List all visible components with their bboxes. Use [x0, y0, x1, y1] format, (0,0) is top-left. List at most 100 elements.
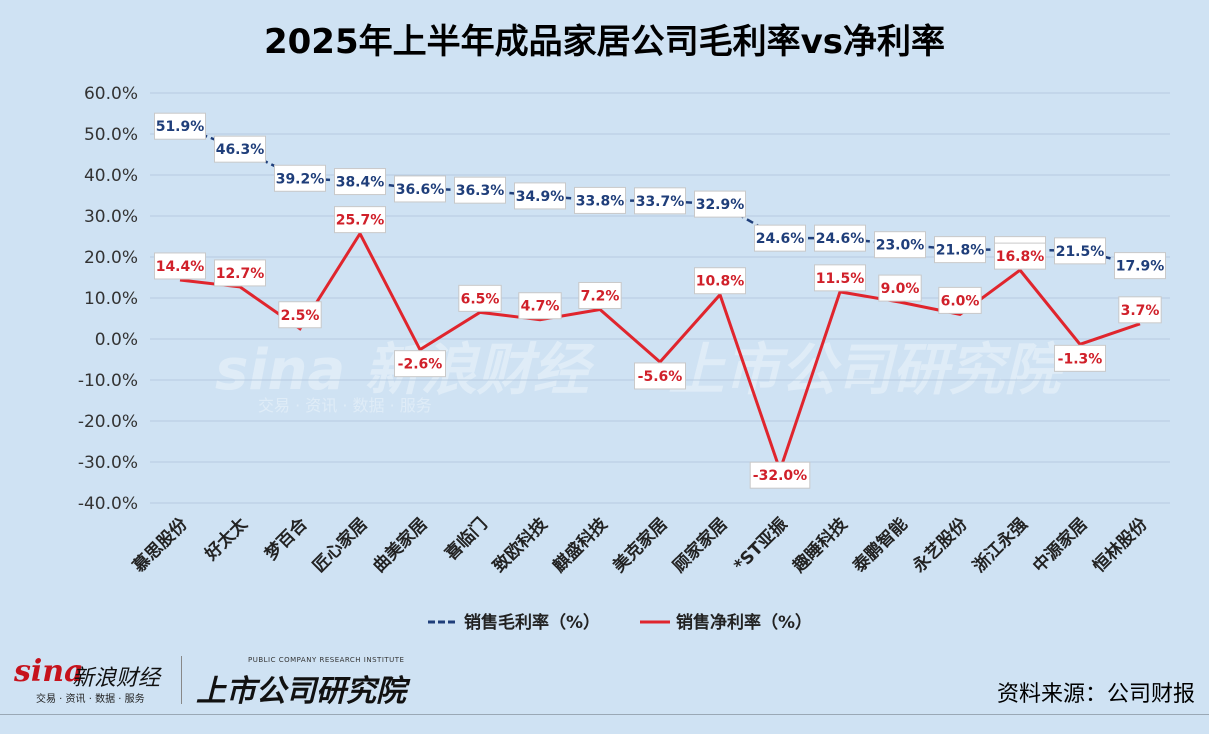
institute-logo-en: PUBLIC COMPANY RESEARCH INSTITUTE — [248, 656, 405, 664]
x-tick-label: 致欧科技 — [489, 513, 553, 577]
gross-margin-label: 17.9% — [1116, 259, 1165, 275]
y-tick-label: 30.0% — [84, 207, 138, 227]
net-margin-label: 2.5% — [281, 308, 320, 324]
net-margin-label-box — [214, 259, 266, 287]
net-margin-label-box — [814, 264, 866, 292]
y-tick-label: 10.0% — [84, 289, 138, 309]
gross-margin-label: 33.8% — [576, 193, 625, 209]
net-margin-label-box — [694, 267, 746, 295]
gross-margin-label-box — [274, 164, 326, 192]
sina-logo: sina — [14, 654, 84, 689]
gross-margin-label: 21.8% — [936, 243, 985, 259]
net-margin-label-box — [749, 461, 811, 489]
x-tick-label: 匠心家居 — [309, 514, 372, 577]
gross-margin-label-box — [1114, 252, 1166, 280]
net-margin-label: 6.0% — [941, 293, 980, 309]
sina-logo-name: 新浪财经 — [72, 666, 161, 691]
gross-margin-label: 24.6% — [816, 231, 865, 247]
x-tick-label: 好太太 — [200, 513, 252, 565]
y-tick-label: 40.0% — [84, 166, 138, 186]
gross-margin-label-box — [814, 224, 866, 252]
net-margin-label-box — [334, 206, 386, 234]
net-margin-label: 7.2% — [581, 288, 620, 304]
net-margin-label: -32.0% — [753, 468, 807, 484]
gross-margin-label: 36.6% — [396, 182, 445, 198]
y-tick-label: -10.0% — [78, 371, 138, 391]
gross-margin-label: 33.7% — [636, 194, 685, 210]
x-tick-label: 永艺股份 — [908, 513, 972, 577]
gross-margin-label: 36.3% — [456, 183, 505, 199]
net-margin-label-box — [518, 292, 562, 320]
net-margin-label: 12.7% — [216, 266, 265, 282]
x-tick-label: 泰鹏智能 — [849, 514, 912, 577]
x-tick-label: 梦百合 — [261, 513, 313, 565]
net-margin-label-box — [1118, 296, 1162, 324]
x-tick-label: 中源家居 — [1029, 514, 1092, 577]
net-margin-label: -5.6% — [638, 369, 683, 385]
net-margin-label-box — [394, 350, 446, 378]
chart-title: 2025年上半年成品家居公司毛利率vs净利率 — [263, 22, 946, 62]
net-margin-label: -2.6% — [398, 357, 443, 373]
x-tick-label: *ST亚振 — [729, 514, 791, 576]
gross-margin-label: 39.2% — [276, 171, 325, 187]
net-margin-label-box — [1054, 344, 1106, 372]
net-margin-label-box — [878, 274, 922, 302]
net-margin-label: 9.0% — [881, 281, 920, 297]
net-margin-label: 4.7% — [521, 299, 560, 315]
gross-margin-label-box — [334, 168, 386, 196]
y-tick-label: 20.0% — [84, 248, 138, 268]
x-tick-label: 恒林股份 — [1089, 513, 1153, 577]
x-tick-label: 顾家家居 — [669, 514, 732, 577]
gross-margin-label-box — [154, 112, 206, 140]
x-tick-label: 喜临门 — [441, 514, 492, 565]
gross-margin-label-box — [574, 186, 626, 214]
legend-label: 销售净利率（%） — [676, 612, 812, 633]
net-margin-label: 11.5% — [816, 271, 865, 287]
net-margin-label: -1.3% — [1058, 351, 1103, 367]
x-tick-label: 曲美家居 — [369, 514, 432, 577]
net-margin-label-box — [938, 286, 982, 314]
net-margin-label: 25.7% — [336, 213, 385, 229]
gross-margin-label-box — [934, 236, 986, 264]
x-tick-label: 麒盛科技 — [549, 513, 613, 577]
gross-margin-label-box — [514, 182, 566, 210]
gross-margin-label-box — [214, 135, 266, 163]
source-note: 资料来源：公司财报 — [996, 682, 1195, 707]
gross-margin-label-box — [874, 231, 926, 259]
bottom-divider — [0, 714, 1209, 715]
legend-label: 销售毛利率（%） — [464, 612, 600, 633]
net-margin-label-box — [458, 284, 502, 312]
institute-logo: 上市公司研究院 — [196, 674, 406, 709]
net-margin-label: 10.8% — [696, 274, 745, 290]
net-margin-label: 3.7% — [1121, 303, 1160, 319]
gross-margin-label-box — [634, 187, 686, 215]
logo-divider — [181, 656, 182, 704]
x-tick-label: 趣睡科技 — [788, 513, 852, 577]
net-margin-label: 14.4% — [156, 259, 205, 275]
gross-margin-label-box — [694, 190, 746, 218]
sina-logo-tagline: 交易 · 资讯 · 数据 · 服务 — [36, 694, 145, 705]
y-tick-label: 0.0% — [95, 330, 138, 350]
gross-margin-label: 24.6% — [756, 231, 805, 247]
x-tick-label: 浙江永强 — [969, 514, 1032, 577]
gross-margin-label: 34.9% — [516, 189, 565, 205]
gross-margin-label-box — [754, 224, 806, 252]
net-margin-label-box — [634, 362, 686, 390]
net-margin-label-box — [578, 281, 622, 309]
gross-margin-label-box — [1054, 237, 1106, 265]
net-margin-label-box — [994, 242, 1046, 270]
y-tick-label: -40.0% — [78, 494, 138, 514]
net-margin-label-box — [154, 252, 206, 280]
x-tick-label: 美克家居 — [609, 514, 672, 577]
net-margin-label: 6.5% — [461, 291, 500, 307]
gross-margin-label: 38.4% — [336, 175, 385, 191]
gross-margin-label: 46.3% — [216, 142, 265, 158]
gross-margin-label: 23.0% — [876, 238, 925, 254]
y-tick-label: 50.0% — [84, 125, 138, 145]
gross-margin-label: 51.9% — [156, 119, 205, 135]
gross-margin-label-box — [394, 175, 446, 203]
net-margin-label: 16.8% — [996, 249, 1045, 265]
y-tick-label: -20.0% — [78, 412, 138, 432]
x-tick-label: 慕思股份 — [128, 513, 192, 577]
